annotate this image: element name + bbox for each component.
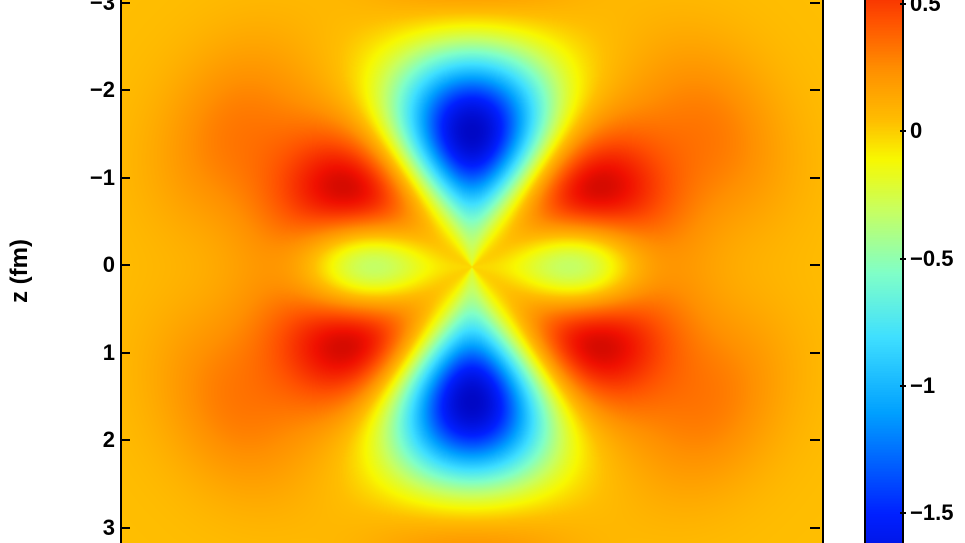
y-tick-mark-right bbox=[810, 177, 820, 179]
y-tick-label: −3 bbox=[15, 0, 115, 16]
y-tick-mark-right bbox=[810, 439, 820, 441]
colorbar-tick-mark bbox=[900, 3, 906, 5]
y-tick-mark-right bbox=[810, 89, 820, 91]
y-tick-mark bbox=[120, 264, 130, 266]
figure: z (fm) −3−2−10123 0.50−0.5−1−1.5 bbox=[0, 0, 965, 543]
y-tick-mark bbox=[120, 439, 130, 441]
y-tick-mark bbox=[120, 352, 130, 354]
colorbar-tick-label: −0.5 bbox=[910, 246, 953, 272]
y-tick-label: 3 bbox=[15, 515, 115, 541]
y-tick-mark bbox=[120, 2, 130, 4]
y-tick-mark bbox=[120, 89, 130, 91]
colorbar-tick-label: −1.5 bbox=[910, 500, 953, 526]
y-tick-mark-right bbox=[810, 2, 820, 4]
colorbar-tick-mark bbox=[900, 130, 906, 132]
colorbar-tick-label: 0 bbox=[910, 118, 922, 144]
y-tick-mark-right bbox=[810, 264, 820, 266]
heatmap-canvas bbox=[122, 0, 822, 543]
y-tick-label: −2 bbox=[15, 77, 115, 103]
colorbar-tick-label: 0.5 bbox=[910, 0, 941, 17]
y-tick-label: −1 bbox=[15, 165, 115, 191]
y-tick-mark bbox=[120, 527, 130, 529]
y-tick-label: 1 bbox=[15, 340, 115, 366]
y-tick-label: 2 bbox=[15, 427, 115, 453]
y-tick-mark bbox=[120, 177, 130, 179]
colorbar-tick-mark bbox=[900, 258, 906, 260]
colorbar-tick-mark bbox=[900, 385, 906, 387]
heatmap-plot bbox=[120, 0, 824, 543]
colorbar-tick-mark bbox=[900, 512, 906, 514]
y-tick-mark-right bbox=[810, 352, 820, 354]
y-tick-label: 0 bbox=[15, 252, 115, 278]
y-tick-mark-right bbox=[810, 527, 820, 529]
colorbar bbox=[864, 0, 904, 543]
colorbar-tick-label: −1 bbox=[910, 373, 935, 399]
colorbar-canvas bbox=[866, 0, 902, 543]
